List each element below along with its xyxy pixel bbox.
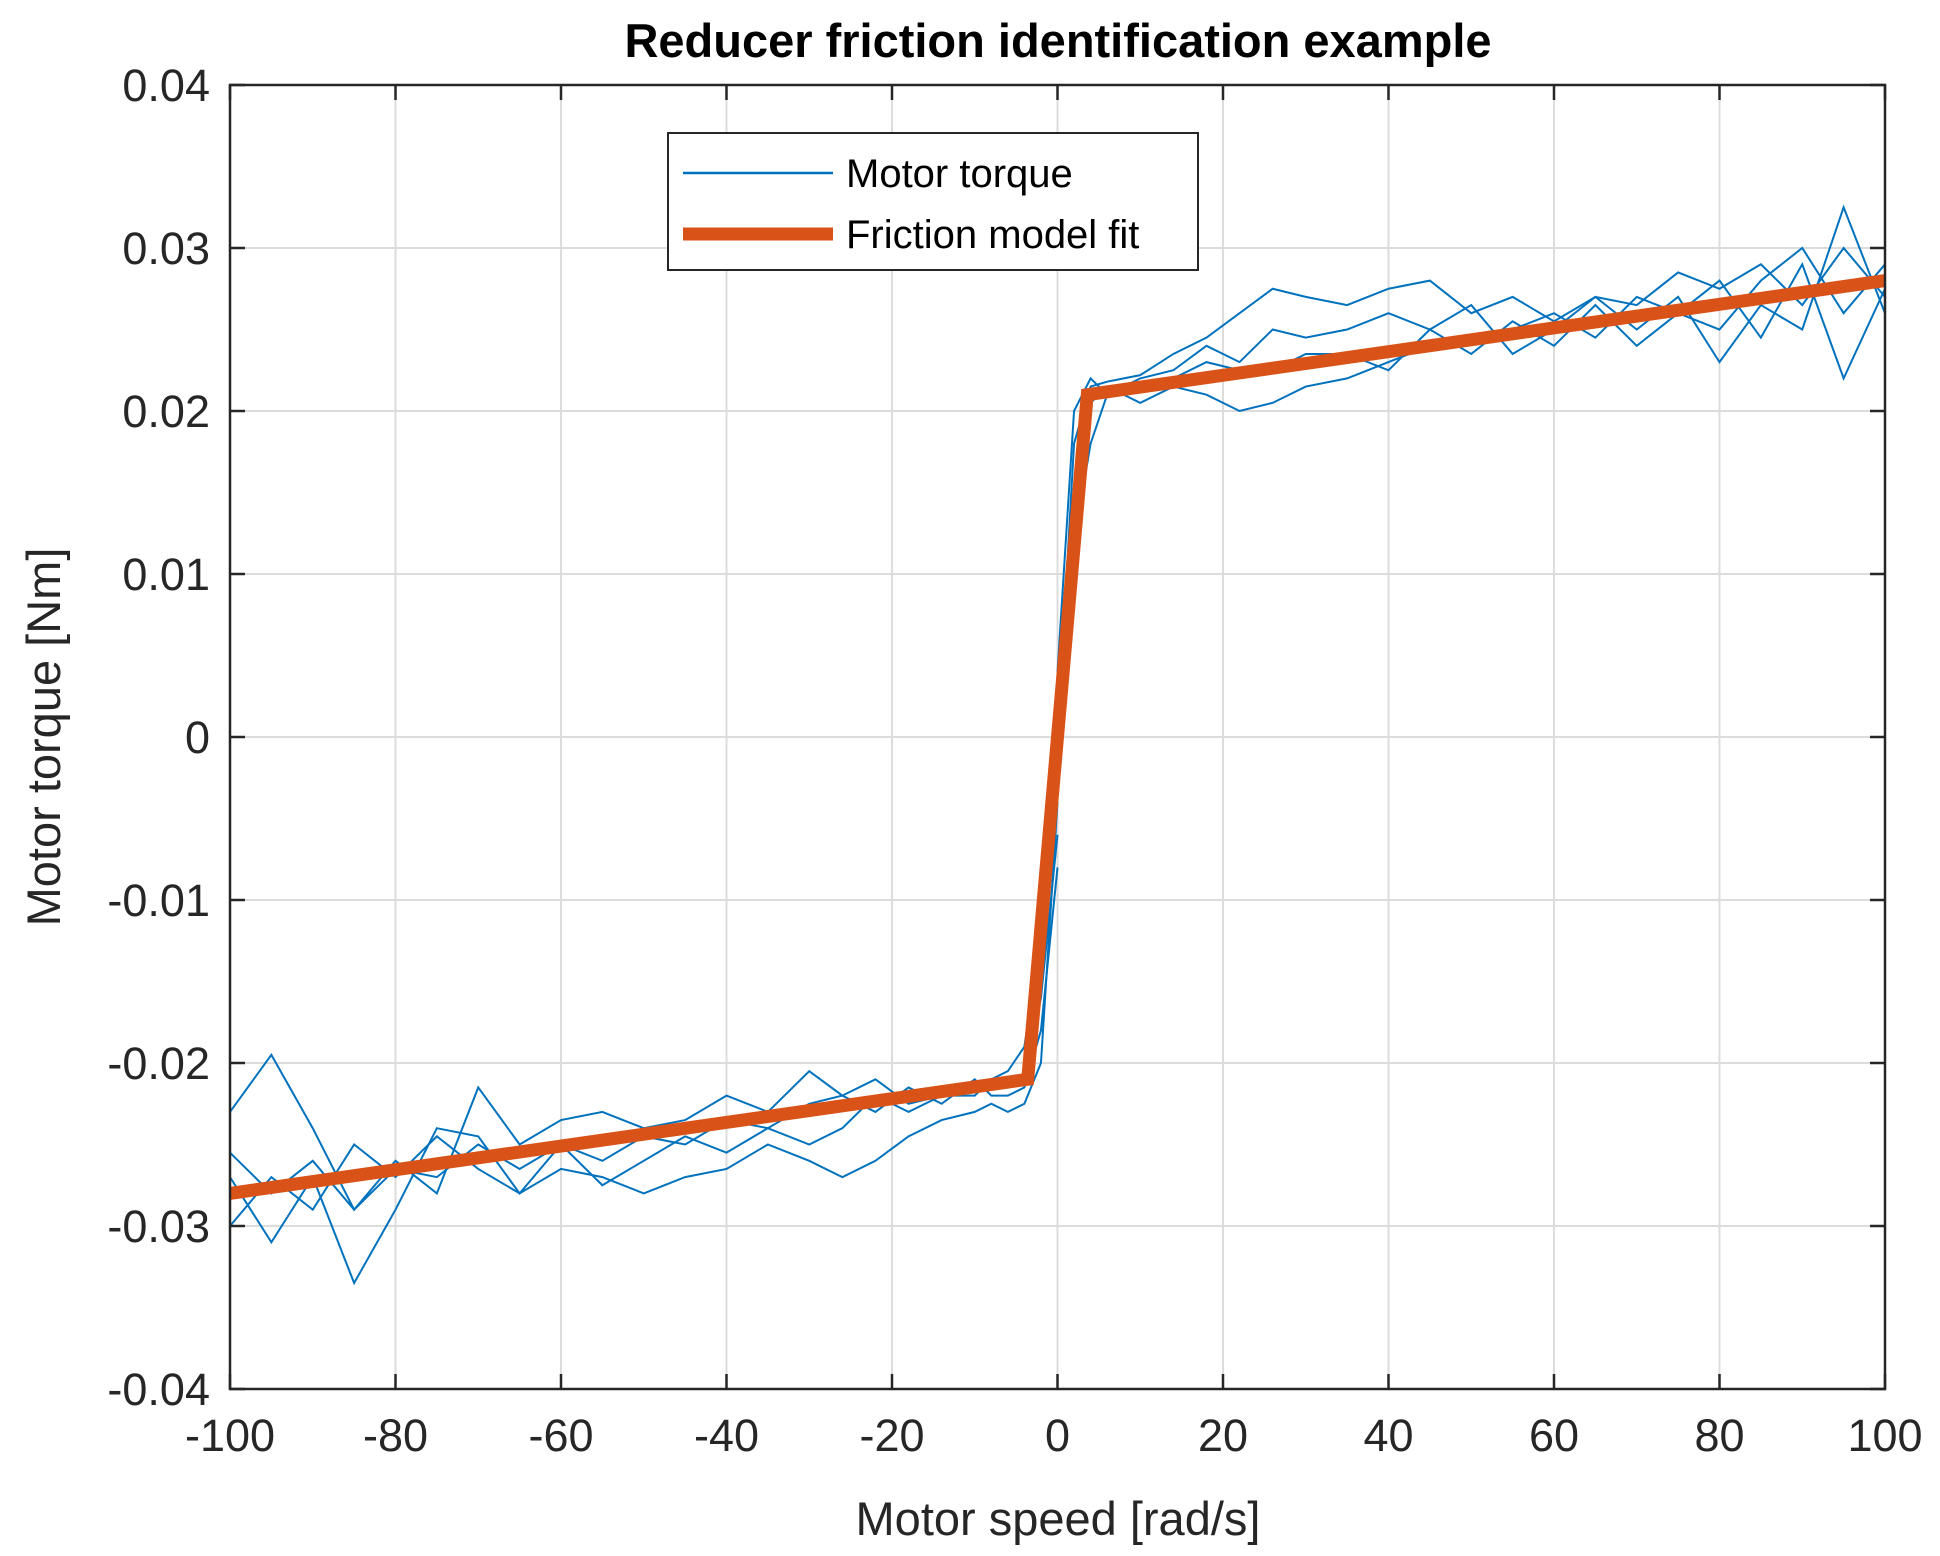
x-tick-label: 80 (1694, 1410, 1744, 1461)
x-tick-label: -80 (363, 1410, 428, 1461)
x-axis-label: Motor speed [rad/s] (856, 1492, 1261, 1545)
x-tick-label: -20 (859, 1410, 924, 1461)
motor-torque-trace (1056, 204, 1886, 672)
motor-torque-trace (1056, 246, 1886, 705)
friction-model-fit-line (229, 274, 1886, 1200)
x-tick-label: -100 (185, 1410, 275, 1461)
x-tick-label: 0 (1045, 1410, 1070, 1461)
y-tick-label: -0.01 (107, 875, 210, 926)
x-tick-label: 100 (1847, 1410, 1922, 1461)
y-axis-label: Motor torque [Nm] (17, 548, 70, 927)
motor-torque-trace (1056, 261, 1886, 721)
y-tick-label: 0.01 (122, 549, 210, 600)
y-tick-label: 0 (185, 712, 210, 763)
x-tick-label: -60 (528, 1410, 593, 1461)
motor-torque-trace (1056, 246, 1886, 738)
y-tick-label: 0.02 (122, 386, 210, 437)
x-tick-label: 20 (1198, 1410, 1248, 1461)
y-tick-label: 0.03 (122, 223, 210, 274)
legend-box (667, 132, 1199, 271)
motor-torque-trace (229, 834, 1059, 1212)
y-tick-label: -0.02 (107, 1038, 210, 1089)
y-tick-label: 0.04 (122, 60, 210, 111)
x-tick-label: -40 (694, 1410, 759, 1461)
motor-torque-trace (229, 867, 1059, 1212)
y-tick-label: -0.03 (107, 1201, 210, 1252)
legend: Motor torque Friction model fit (667, 132, 1199, 271)
ticks: -100 -80 -60 -40 -20 0 20 40 60 80 100 -0.04 -0.03 -0… (107, 60, 1922, 1461)
x-tick-label: 40 (1363, 1410, 1413, 1461)
chart-title: Reducer friction identification example (624, 14, 1491, 67)
y-tick-label: -0.04 (107, 1364, 210, 1415)
legend-label-friction-model-fit: Friction model fit (846, 213, 1139, 257)
x-tick-label: 60 (1529, 1410, 1579, 1461)
legend-label-motor-torque: Motor torque (846, 152, 1073, 196)
motor-torque-trace (229, 802, 1059, 1227)
